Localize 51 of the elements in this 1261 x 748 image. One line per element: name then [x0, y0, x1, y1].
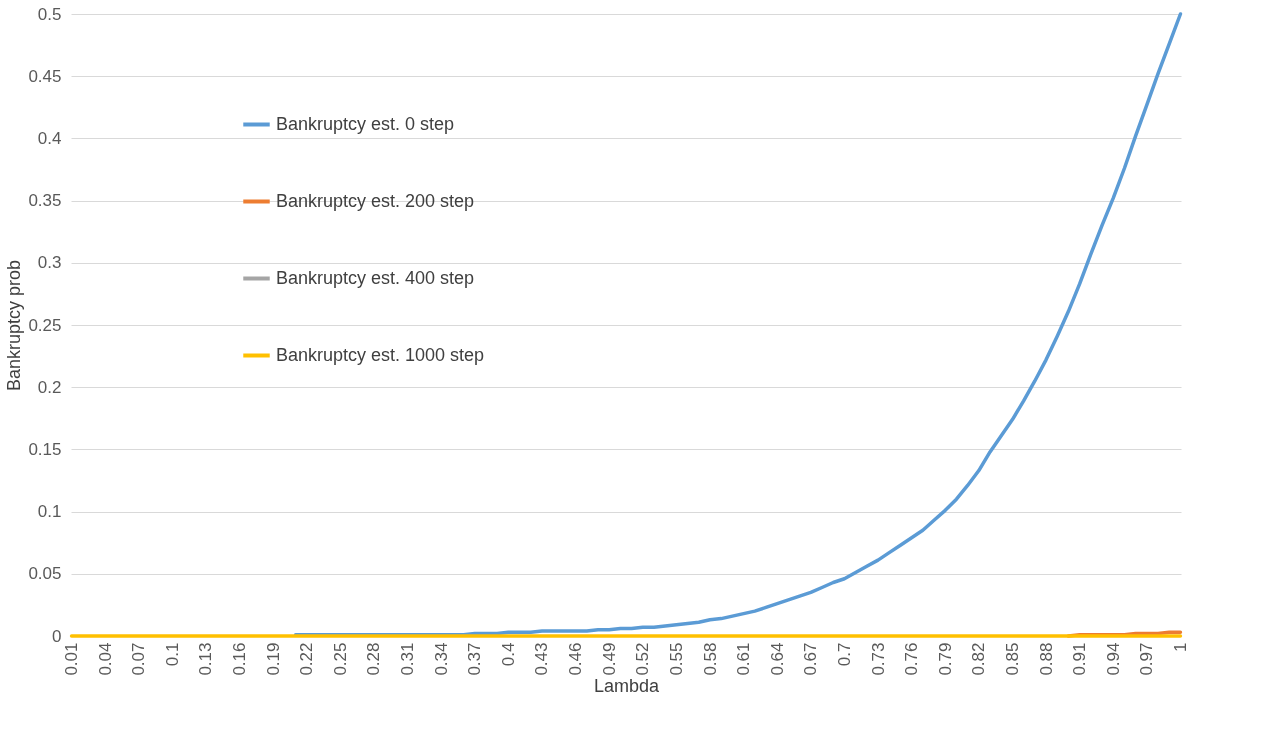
y-tick-label: 0.25 [28, 315, 62, 335]
x-tick-label: 0.49 [599, 642, 619, 676]
y-tick-label: 0.05 [28, 564, 62, 584]
y-tick-label: 0.3 [37, 253, 62, 273]
y-tick-label: 0.45 [28, 66, 62, 86]
x-tick-label: 0.22 [297, 642, 317, 676]
x-tick-label: 0.88 [1036, 642, 1056, 676]
x-tick-label: 0.43 [532, 642, 552, 676]
x-tick-label: 0.19 [263, 642, 283, 676]
x-tick-label: 0.97 [1137, 642, 1157, 676]
y-tick-label: 0 [52, 626, 62, 646]
x-tick-label: 0.28 [364, 642, 384, 676]
x-tick-label: 0.01 [62, 642, 82, 676]
x-tick-label: 0.25 [330, 642, 350, 676]
x-tick-label: 0.4 [498, 642, 518, 667]
x-tick-label: 0.16 [230, 642, 250, 676]
y-axis-title: Bankruptcy prob [4, 259, 25, 392]
y-tick-label: 0.2 [37, 377, 62, 397]
x-tick-label: 0.76 [902, 642, 922, 676]
x-tick-label: 0.79 [935, 642, 955, 676]
x-tick-label: 0.91 [1070, 642, 1090, 676]
y-tick-label: 0.5 [37, 4, 62, 24]
x-tick-label: 0.13 [196, 642, 216, 676]
x-tick-label: 0.73 [868, 642, 888, 676]
legend-label: Bankruptcy est. 200 step [276, 190, 475, 211]
x-tick-label: 0.52 [633, 642, 653, 676]
x-tick-label: 0.58 [700, 642, 720, 676]
x-tick-label: 1 [1170, 642, 1190, 652]
x-tick-label: 0.34 [431, 642, 451, 676]
x-tick-label: 0.85 [1002, 642, 1022, 676]
x-tick-label: 0.61 [734, 642, 754, 676]
x-tick-label: 0.82 [969, 642, 989, 676]
x-tick-label: 0.04 [95, 642, 115, 676]
y-tick-label: 0.35 [28, 191, 62, 211]
x-tick-label: 0.37 [465, 642, 485, 676]
x-tick-label: 0.07 [129, 642, 149, 676]
x-tick-label: 0.94 [1103, 642, 1123, 676]
x-tick-label: 0.1 [162, 642, 182, 667]
x-axis-title: Lambda [593, 675, 661, 696]
y-tick-label: 0.1 [37, 502, 62, 522]
y-tick-label: 0.4 [37, 128, 62, 148]
x-tick-label: 0.46 [566, 642, 586, 676]
x-tick-label: 0.31 [398, 642, 418, 676]
x-tick-label: 0.55 [666, 642, 686, 676]
x-tick-label: 0.67 [801, 642, 821, 676]
y-tick-label: 0.15 [28, 439, 62, 459]
legend-label: Bankruptcy est. 1000 step [276, 344, 485, 365]
legend-label: Bankruptcy est. 0 step [276, 113, 455, 134]
legend-label: Bankruptcy est. 400 step [276, 267, 475, 288]
x-tick-label: 0.64 [767, 642, 787, 676]
x-tick-label: 0.7 [834, 642, 854, 667]
